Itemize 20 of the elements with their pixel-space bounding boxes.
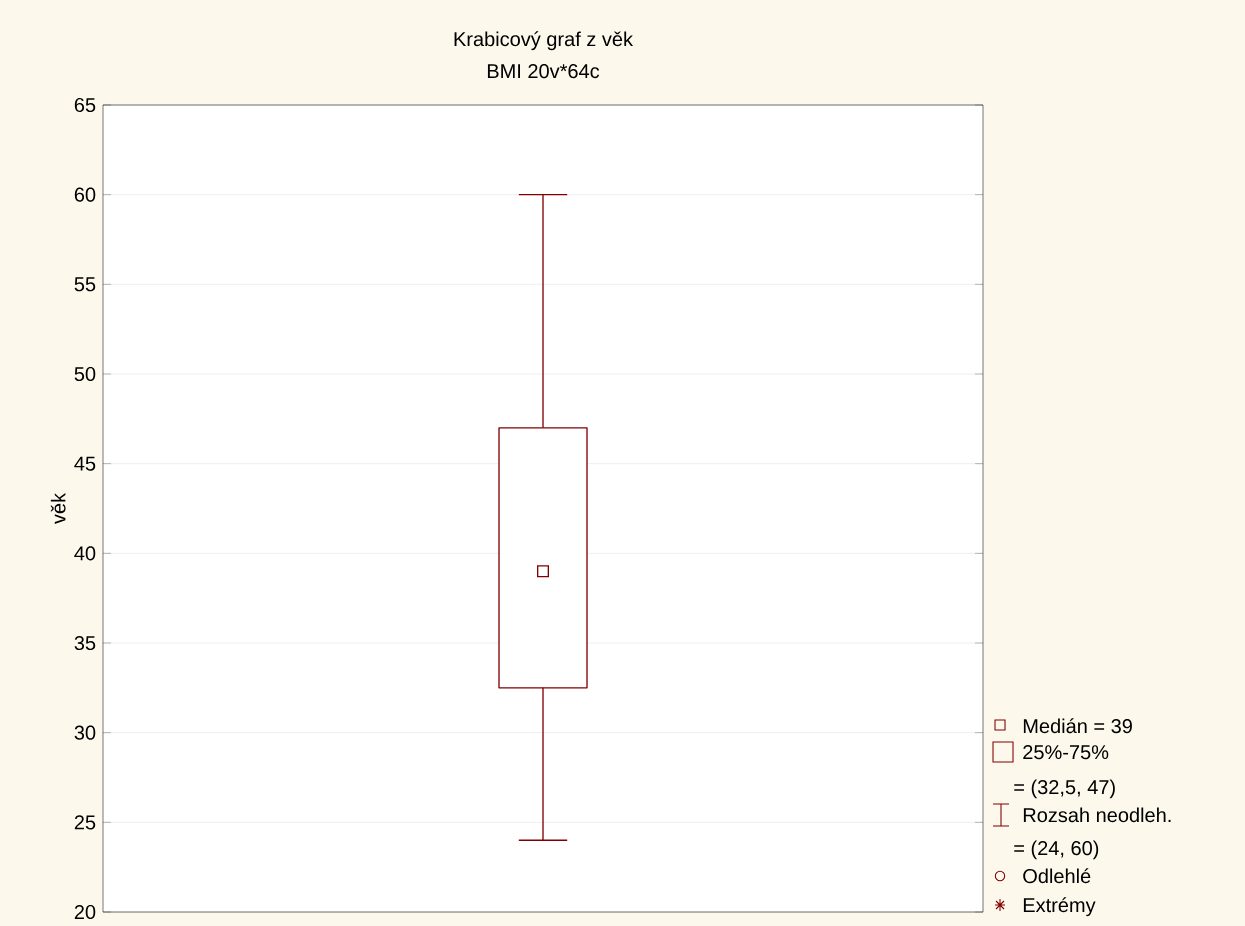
- y-tick-label: 40: [74, 546, 96, 561]
- y-tick-label: 65: [74, 97, 96, 113]
- text: Rozsah neodleh.: [1023, 807, 1171, 823]
- y-tick-label: 55: [74, 277, 96, 292]
- text: Extrémy: [1023, 897, 1096, 917]
- y-tick-label: 60: [74, 187, 96, 202]
- y-tick-label: 45: [74, 456, 96, 471]
- y-tick-label: 35: [74, 635, 96, 651]
- y-tick-label: 30: [74, 725, 96, 740]
- y-tick-label: 25: [74, 815, 96, 830]
- chart-title: Krabicový graf z věk: [454, 31, 634, 51]
- y-axis-title: věk: [50, 492, 66, 524]
- chart-subtitle: BMI 20v*64c: [487, 64, 600, 79]
- text: 25%-75%: [1023, 745, 1109, 760]
- text: Medián = 39: [1023, 718, 1132, 734]
- y-tick-label: 50: [74, 366, 96, 382]
- y-tick-label: 20: [74, 904, 96, 920]
- text: = (24, 60): [1014, 840, 1099, 860]
- text: = (32,5, 47): [1014, 779, 1115, 799]
- text: Odlehlé: [1023, 868, 1091, 884]
